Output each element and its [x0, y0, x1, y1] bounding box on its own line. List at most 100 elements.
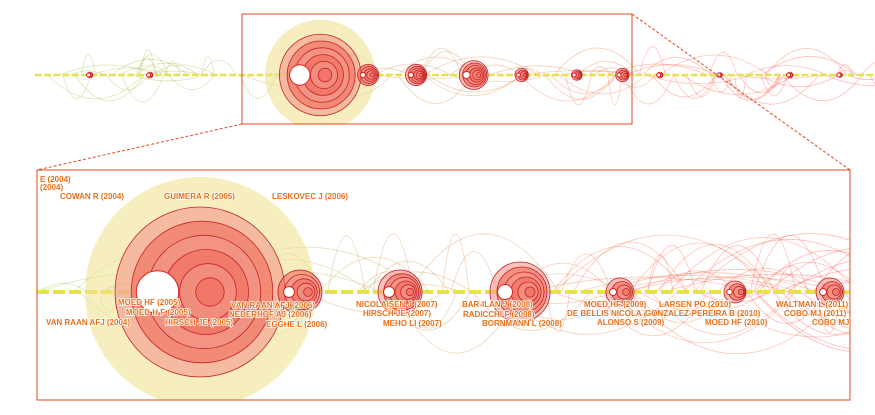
citation-arc	[786, 260, 850, 293]
citation-arc	[720, 74, 780, 101]
citation-arc	[604, 291, 637, 326]
node-label: COWAN R (2004)	[60, 192, 124, 201]
node-ring	[737, 288, 745, 296]
node-ring	[475, 72, 482, 78]
citation-arc	[572, 241, 688, 293]
citation-arc	[629, 269, 844, 293]
citation-arc	[201, 56, 215, 76]
citation-arc	[846, 291, 850, 296]
citation-arc	[686, 74, 717, 97]
citation-arc	[761, 56, 858, 76]
citation-arc	[775, 265, 809, 293]
node-label: WALTMAN L (2011)	[776, 300, 848, 309]
node-label: LARSEN PO (2010)	[659, 300, 731, 309]
citation-arc	[767, 248, 850, 293]
citation-arc	[647, 245, 697, 293]
citation-arc	[423, 74, 522, 96]
node-core	[462, 70, 471, 80]
citation-arc	[201, 59, 237, 76]
node-ring	[405, 287, 415, 297]
node-label: NICOLAISEN J (2007)	[356, 300, 438, 309]
citation-arc	[420, 47, 463, 76]
citation-arc	[765, 48, 848, 76]
citation-arc	[164, 61, 181, 76]
citation-arc	[80, 54, 96, 76]
node-label: DE BELLIS NICOLA (2009)	[567, 309, 667, 318]
node-label: GUIMERA R (2005)	[164, 192, 235, 201]
citation-arc	[168, 74, 216, 90]
citation-arc	[787, 291, 850, 329]
citation-arc	[546, 291, 571, 333]
citation-arc	[759, 74, 839, 88]
citation-arc	[62, 74, 92, 99]
node-core	[283, 286, 295, 298]
citation-arc	[137, 57, 158, 76]
node-ring	[524, 286, 536, 298]
citation-arc	[577, 274, 801, 293]
citation-arc	[408, 233, 560, 293]
citation-arc	[589, 66, 611, 76]
citation-arc	[693, 233, 850, 293]
citation-arc	[658, 244, 772, 293]
node-ring	[195, 277, 225, 307]
node-core	[383, 286, 395, 298]
node-core	[836, 72, 842, 78]
citation-arc	[749, 233, 797, 293]
zoom-panel	[37, 177, 850, 400]
citation-arc	[545, 74, 617, 100]
citation-arc	[753, 261, 850, 293]
citation-arc	[472, 291, 591, 331]
citation-arc	[450, 250, 498, 293]
citation-arc	[738, 74, 785, 94]
citation-arc	[659, 54, 770, 76]
citation-arc	[111, 58, 189, 76]
citation-arc	[424, 56, 539, 76]
citation-arc	[74, 74, 145, 101]
node-label: MOED HF (2005)	[118, 298, 181, 307]
citation-arc	[755, 291, 850, 349]
node-label: MEHO LI (2007)	[383, 319, 442, 328]
citation-arc	[725, 74, 782, 100]
overview	[35, 19, 875, 125]
node-core	[135, 270, 180, 314]
citation-arc	[131, 74, 206, 82]
citation-arc	[634, 291, 729, 324]
citation-arc	[558, 74, 647, 95]
citation-arc	[764, 74, 781, 88]
citation-arc	[612, 291, 796, 344]
citation-arc	[91, 67, 168, 76]
node-core	[146, 72, 152, 78]
citation-arc	[622, 74, 675, 105]
citation-arc	[700, 245, 775, 293]
citation-arc	[723, 74, 820, 105]
citation-arc	[519, 74, 616, 102]
node-core	[515, 72, 521, 78]
citation-arc	[760, 74, 788, 97]
citation-arc	[746, 291, 828, 324]
node-label: MOED HF (2009)	[584, 300, 647, 309]
zoom-panel-border	[36, 169, 851, 401]
citation-arc	[645, 74, 752, 84]
node-label: HIRSCH JE (2007)	[363, 309, 431, 318]
node-core	[609, 288, 617, 296]
node-label: E (2004)	[40, 175, 71, 184]
citation-arc	[598, 291, 709, 337]
citation-arc	[374, 63, 451, 76]
citation-arc	[372, 233, 414, 293]
node-label: BORNMANN L (2008)	[482, 319, 562, 328]
node-label: ALONSO S (2009)	[597, 318, 664, 327]
citation-arc	[781, 291, 850, 335]
node-label: COBO MJ	[812, 318, 849, 327]
node-core	[571, 72, 577, 78]
citation-arc	[819, 291, 850, 313]
citation-arc	[629, 291, 845, 355]
citation-arc	[754, 291, 850, 352]
citation-arc	[639, 45, 666, 76]
node-label: MOED HF (2010)	[705, 318, 768, 327]
citation-arc	[629, 242, 768, 293]
citation-arc	[366, 260, 450, 293]
citation-arc	[136, 65, 169, 76]
node-label: MOED H F (2005)	[126, 308, 191, 317]
citation-arc	[773, 291, 850, 335]
citation-arc	[734, 74, 747, 98]
